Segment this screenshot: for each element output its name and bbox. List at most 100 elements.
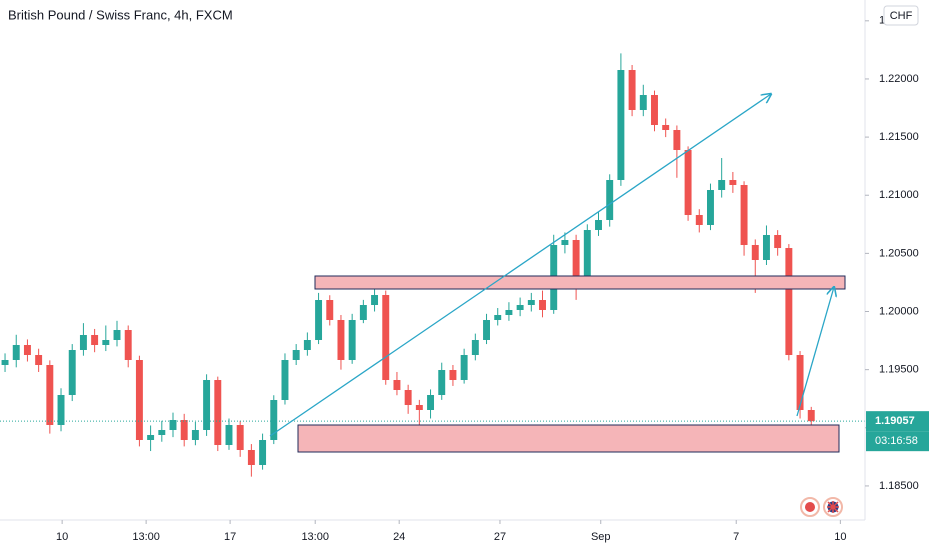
countdown-label: 03:16:58 <box>875 435 918 447</box>
y-tick-label: 1.21500 <box>879 131 919 143</box>
candle-body <box>785 248 793 355</box>
candle-body <box>807 410 815 422</box>
x-tick-label: 10 <box>834 531 846 543</box>
x-tick-label: 13:00 <box>132 531 160 543</box>
candle-body <box>247 450 255 465</box>
candle-body <box>572 240 580 282</box>
candle-body <box>505 310 513 315</box>
candle-body <box>135 360 143 440</box>
candle-body <box>471 340 479 355</box>
candle-body <box>214 380 222 445</box>
candle-body <box>762 235 770 260</box>
candle-body <box>527 300 535 305</box>
candle-body <box>707 190 714 225</box>
candle-body <box>595 220 602 230</box>
candle-body <box>91 335 99 345</box>
candle-body <box>684 150 692 215</box>
candle-body <box>191 430 199 440</box>
currency-box <box>883 5 919 26</box>
candle-body <box>662 125 670 130</box>
flag-icon <box>827 501 839 513</box>
candle-body <box>225 425 233 445</box>
y-tick-label: 1.19500 <box>879 364 919 376</box>
candle-body <box>12 345 20 360</box>
x-tick-label: 17 <box>224 531 236 543</box>
candle-body <box>539 300 546 310</box>
candle-body <box>651 95 658 125</box>
candle-body <box>79 335 87 350</box>
candle-body <box>393 380 401 390</box>
x-tick-label: 27 <box>494 531 506 543</box>
candle-body <box>729 180 737 185</box>
candle-body <box>158 430 166 435</box>
candle-body <box>460 355 468 380</box>
candle-body <box>617 70 625 180</box>
x-tick-label: Sep <box>591 531 611 543</box>
y-tick-label: 1.22000 <box>879 73 919 85</box>
candle-body <box>494 315 502 320</box>
candle-body <box>102 340 110 345</box>
candle-body <box>359 305 367 320</box>
flag-icon <box>805 502 815 512</box>
candle-body <box>348 320 356 360</box>
candle-body <box>751 245 759 260</box>
candle-body <box>796 355 804 410</box>
y-tick-label: 1.20000 <box>879 305 919 317</box>
plot-area <box>0 53 865 477</box>
candle-body <box>382 295 390 380</box>
candle-body <box>236 425 244 450</box>
x-tick-label: 24 <box>393 531 405 543</box>
candle-body <box>639 95 647 110</box>
candle-body <box>337 320 345 360</box>
candle-body <box>673 130 681 150</box>
x-tick-label: 10 <box>56 531 68 543</box>
candle-body <box>427 395 435 410</box>
candle-body <box>404 390 412 405</box>
candle-body <box>169 420 177 430</box>
candle-body <box>449 370 457 380</box>
axes: 1.185001.190001.195001.200001.205001.210… <box>56 15 929 543</box>
x-tick-label: 7 <box>733 531 739 543</box>
candle-body <box>315 300 323 340</box>
countdown-tag <box>866 431 929 452</box>
candle-body <box>740 185 748 245</box>
currency-label: CHF <box>890 10 913 22</box>
candle-body <box>415 405 423 410</box>
candle-body <box>57 395 65 425</box>
projection-arrow <box>796 287 834 417</box>
candle-body <box>259 440 267 465</box>
candle-body <box>303 340 311 350</box>
candle-body <box>147 435 155 440</box>
y-tick-label: 1.18500 <box>879 480 919 492</box>
candle-body <box>68 350 76 395</box>
candle-body <box>180 420 188 440</box>
candle-body <box>281 360 289 400</box>
candle-body <box>326 300 334 320</box>
candle-body <box>124 330 132 360</box>
candle-body <box>270 400 278 440</box>
candle-body <box>483 320 490 340</box>
candle-body <box>203 380 211 430</box>
candle-body <box>628 70 636 110</box>
candle-body <box>35 355 43 365</box>
candle-body <box>718 180 726 190</box>
candle-body <box>516 305 524 310</box>
candle-body <box>583 230 591 282</box>
last-price-tag <box>866 411 929 432</box>
icons <box>800 497 843 517</box>
support-zone <box>297 424 840 453</box>
candle-body <box>371 295 379 305</box>
candle-body <box>695 215 703 225</box>
candle-body <box>23 345 31 355</box>
resistance-zone <box>314 275 846 290</box>
candle-body <box>606 180 614 220</box>
candle-body <box>774 235 782 249</box>
price-axis <box>865 0 932 550</box>
candle-body <box>292 350 300 360</box>
candle-body <box>438 370 446 395</box>
candle-body <box>113 330 121 340</box>
chart-title: British Pound / Swiss Franc, 4h, FXCM <box>8 7 233 22</box>
